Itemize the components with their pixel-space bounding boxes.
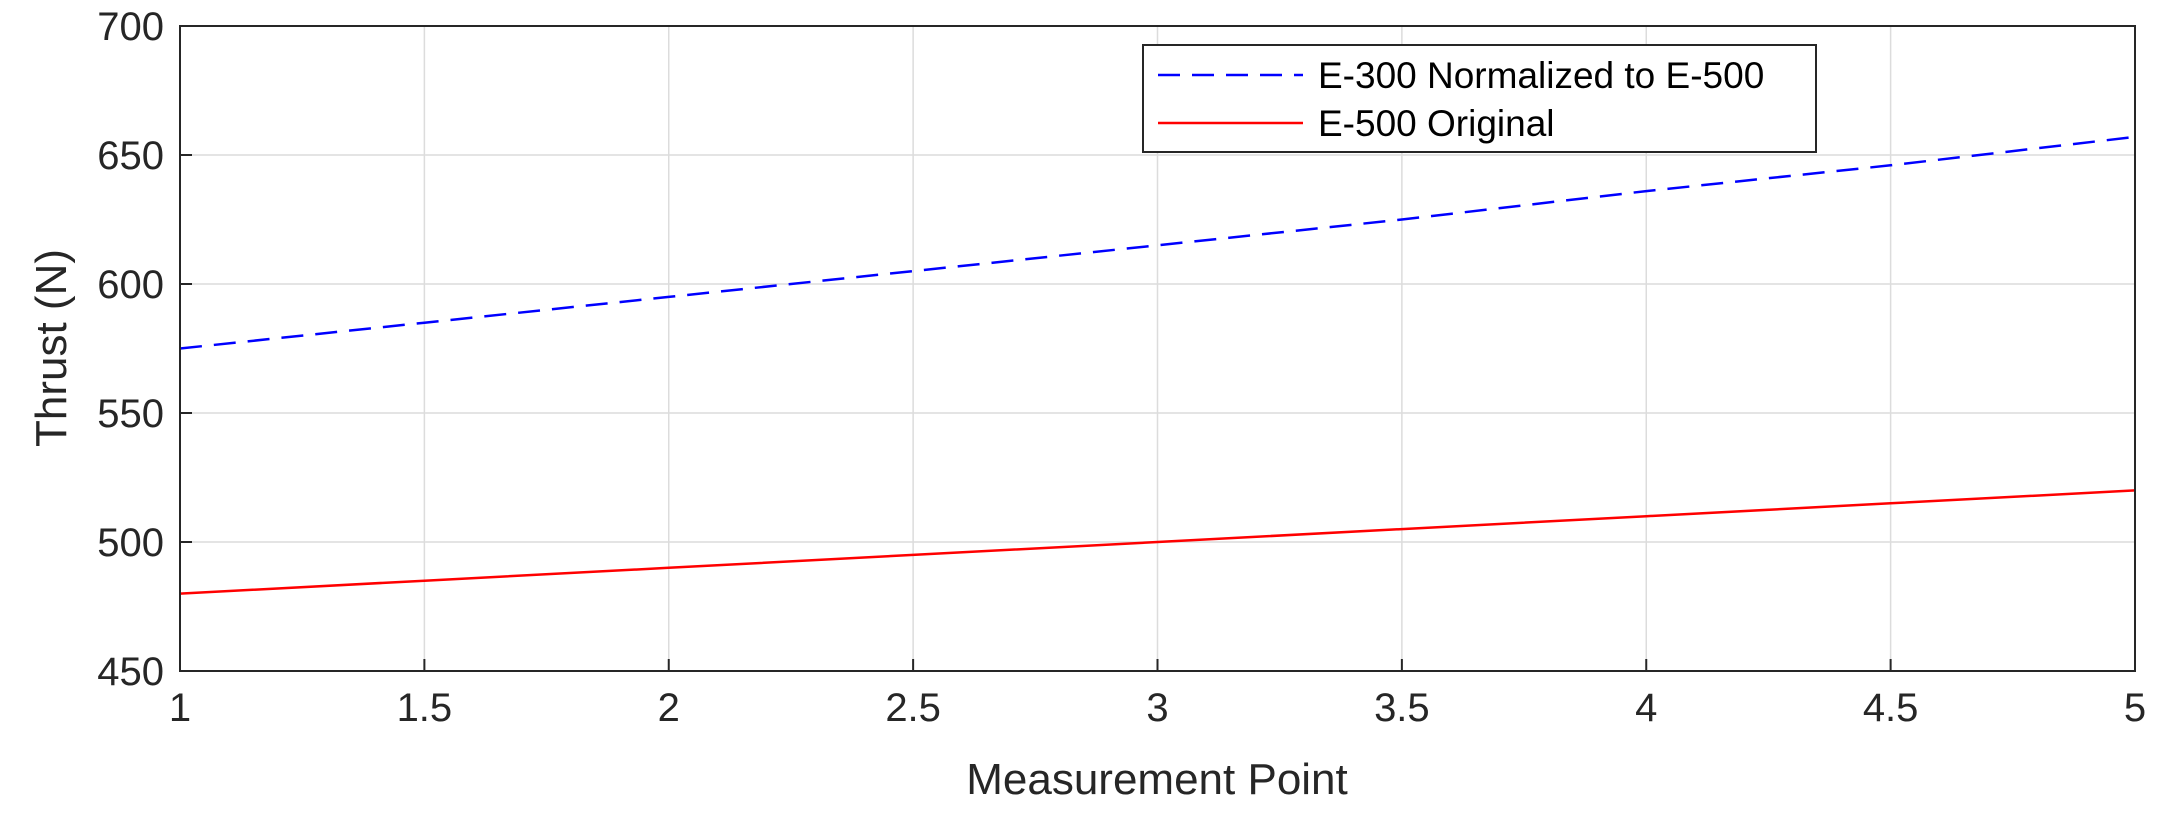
series-line-e500-original <box>179 489 2136 595</box>
x-tick-label: 4 <box>1635 686 1657 730</box>
x-tick-labels: 1 1.5 2 2.5 3 3.5 4 4.5 5 <box>169 686 2146 730</box>
x-tick-label: 4.5 <box>1863 686 1919 730</box>
series-lines <box>179 135 2136 595</box>
axes-box <box>179 25 2136 672</box>
y-tick-label: 600 <box>97 263 164 307</box>
y-tick-label: 450 <box>97 650 164 694</box>
legend-label-e300: E-300 Normalized to E-500 <box>1318 55 1764 96</box>
x-tick-label: 2.5 <box>885 686 941 730</box>
x-tick-label: 2 <box>658 686 680 730</box>
y-tick-label: 550 <box>97 392 164 436</box>
x-axis-label: Measurement Point <box>966 755 1348 804</box>
x-tick-label: 3 <box>1146 686 1168 730</box>
x-tick-label: 5 <box>2124 686 2146 730</box>
y-tick-label: 650 <box>97 134 164 178</box>
y-tick-labels: 450 500 550 600 650 700 <box>97 5 164 694</box>
series-line-e300-normalized <box>179 135 2136 350</box>
x-tick-label: 1 <box>169 686 191 730</box>
y-tick-label: 500 <box>97 521 164 565</box>
y-tick-label: 700 <box>97 5 164 49</box>
legend: E-300 Normalized to E-500 E-500 Original <box>1142 44 1817 153</box>
legend-label-e500: E-500 Original <box>1318 103 1555 144</box>
x-tick-label: 3.5 <box>1374 686 1430 730</box>
legend-box <box>1142 44 1817 153</box>
x-tick-label: 1.5 <box>397 686 453 730</box>
y-axis-label: Thrust (N) <box>27 249 76 447</box>
